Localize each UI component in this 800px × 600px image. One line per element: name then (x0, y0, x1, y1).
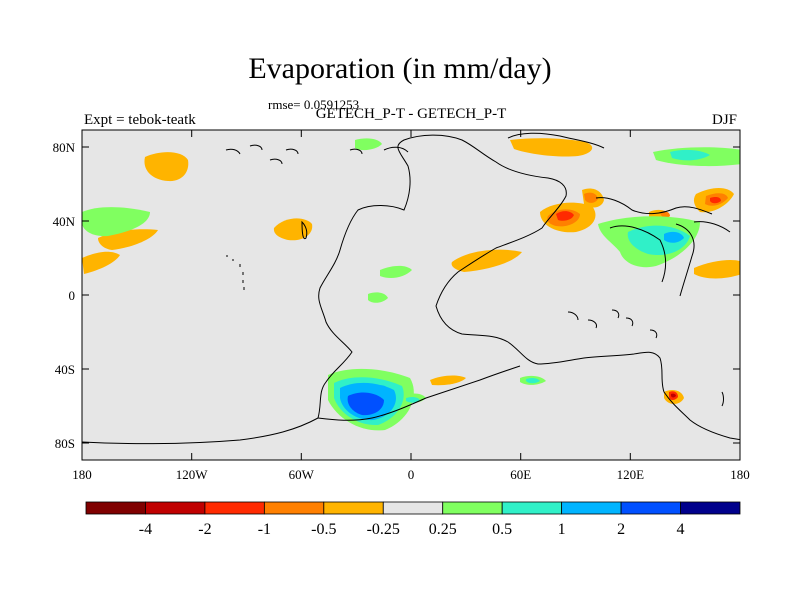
lon-tick-marks (81, 130, 741, 460)
western-islet (301, 220, 308, 240)
colorbar-level-label: -1 (258, 521, 271, 538)
strong-positive-patch (376, 385, 388, 392)
southeast-islands (587, 319, 597, 329)
lat-tick-labels: 80N 40N 0 40S 80S (53, 140, 76, 451)
east-island (693, 221, 731, 233)
colorbar-level-label: -0.25 (367, 521, 400, 538)
colorbar-level-label: -0.5 (311, 521, 336, 538)
southeast-islands (611, 309, 620, 319)
negative-anomaly-core (556, 211, 574, 221)
negative-anomaly-patch (694, 260, 740, 279)
lon-label: 60E (510, 467, 531, 482)
colorbar-swatch (442, 501, 503, 515)
colorbar-level-label: 0.25 (429, 521, 457, 538)
map-background (82, 130, 740, 460)
positive-anomaly-patch (82, 207, 150, 237)
supercontinent-coastline (82, 134, 740, 445)
rmse-label: rmse= 0.0591253 (268, 97, 360, 112)
colorbar-swatch (501, 501, 563, 515)
colorbar-swatch (145, 501, 206, 515)
lon-tick-labels: 180 120W 60W 0 60E 120E 180 (72, 467, 750, 482)
strong-positive-patch (664, 231, 684, 243)
southeast-islands (567, 311, 579, 321)
colorbar-swatch (204, 501, 265, 515)
colorbar-level-label: 0.5 (492, 521, 512, 538)
colorbar-level-label: 2 (617, 521, 625, 538)
lat-label: 80S (55, 436, 75, 451)
colorbar-level-label: 1 (558, 521, 566, 538)
northeast-landmass (595, 197, 713, 215)
map-title: Evaporation (in mm/day) (248, 52, 552, 85)
arctic-island (249, 144, 263, 151)
colorbar-swatch (561, 501, 622, 515)
negative-anomaly-core (671, 393, 676, 398)
positive-anomaly-patch (670, 149, 710, 161)
positive-anomaly-patch (526, 377, 540, 384)
positive-anomaly-patch (406, 396, 420, 403)
lon-label: 0 (408, 467, 415, 482)
negative-anomaly-patch (451, 249, 522, 272)
lon-label: 180 (72, 467, 92, 482)
negative-anomaly-patch (144, 152, 189, 182)
colorbar-swatch (382, 501, 444, 515)
arctic-island (383, 146, 409, 153)
negative-anomaly-patch (82, 251, 120, 274)
colorbar-swatch (620, 501, 681, 515)
lat-label: 40N (53, 214, 76, 229)
positive-anomaly-patch (380, 265, 412, 278)
negative-anomaly-core (584, 192, 598, 203)
colorbar-swatch (263, 501, 325, 515)
lat-label: 0 (69, 288, 76, 303)
experiment-label: Expt = tebok-teatk (84, 112, 196, 128)
comparison-subtitle: GETECH_P-T - GETECH_P-T (315, 106, 507, 122)
east-island (609, 225, 667, 283)
southeast-islands (625, 317, 634, 327)
positive-anomaly-patch (368, 292, 388, 303)
negative-anomaly-patch (430, 375, 466, 386)
southern-coastline-detail (317, 365, 521, 421)
southeast-islands (721, 391, 724, 407)
lat-tick-marks (82, 146, 740, 444)
lat-label: 40S (55, 362, 75, 377)
lon-label: 120W (176, 467, 209, 482)
negative-anomaly-patch (510, 138, 593, 157)
colorbar-level-label: -4 (139, 521, 152, 538)
positive-anomaly-patch (355, 138, 382, 151)
season-label: DJF (712, 112, 738, 128)
lon-label: 120E (617, 467, 645, 482)
pacific-islets (226, 255, 245, 290)
arctic-island (349, 148, 363, 155)
colorbar (85, 501, 741, 515)
strong-positive-patch (347, 392, 384, 416)
colorbar-swatch (680, 501, 741, 515)
coastlines (82, 132, 740, 445)
colorbar-swatch (323, 501, 384, 515)
southeast-islands (649, 329, 658, 339)
lon-label: 60W (289, 467, 315, 482)
colorbar-level-label: 4 (677, 521, 685, 538)
lon-label: 180 (730, 467, 750, 482)
contour-fills (82, 138, 740, 431)
east-island (675, 223, 695, 297)
negative-anomaly-core (710, 197, 721, 204)
lat-label: 80N (53, 140, 76, 155)
arctic-island (269, 158, 283, 165)
arctic-island (285, 148, 299, 155)
colorbar-swatch (85, 501, 146, 515)
arctic-island (225, 148, 241, 155)
colorbar-level-label: -2 (198, 521, 211, 538)
colorbar-labels: -4 -2 -1 -0.5 -0.25 0.25 0.5 1 2 4 (139, 521, 685, 538)
